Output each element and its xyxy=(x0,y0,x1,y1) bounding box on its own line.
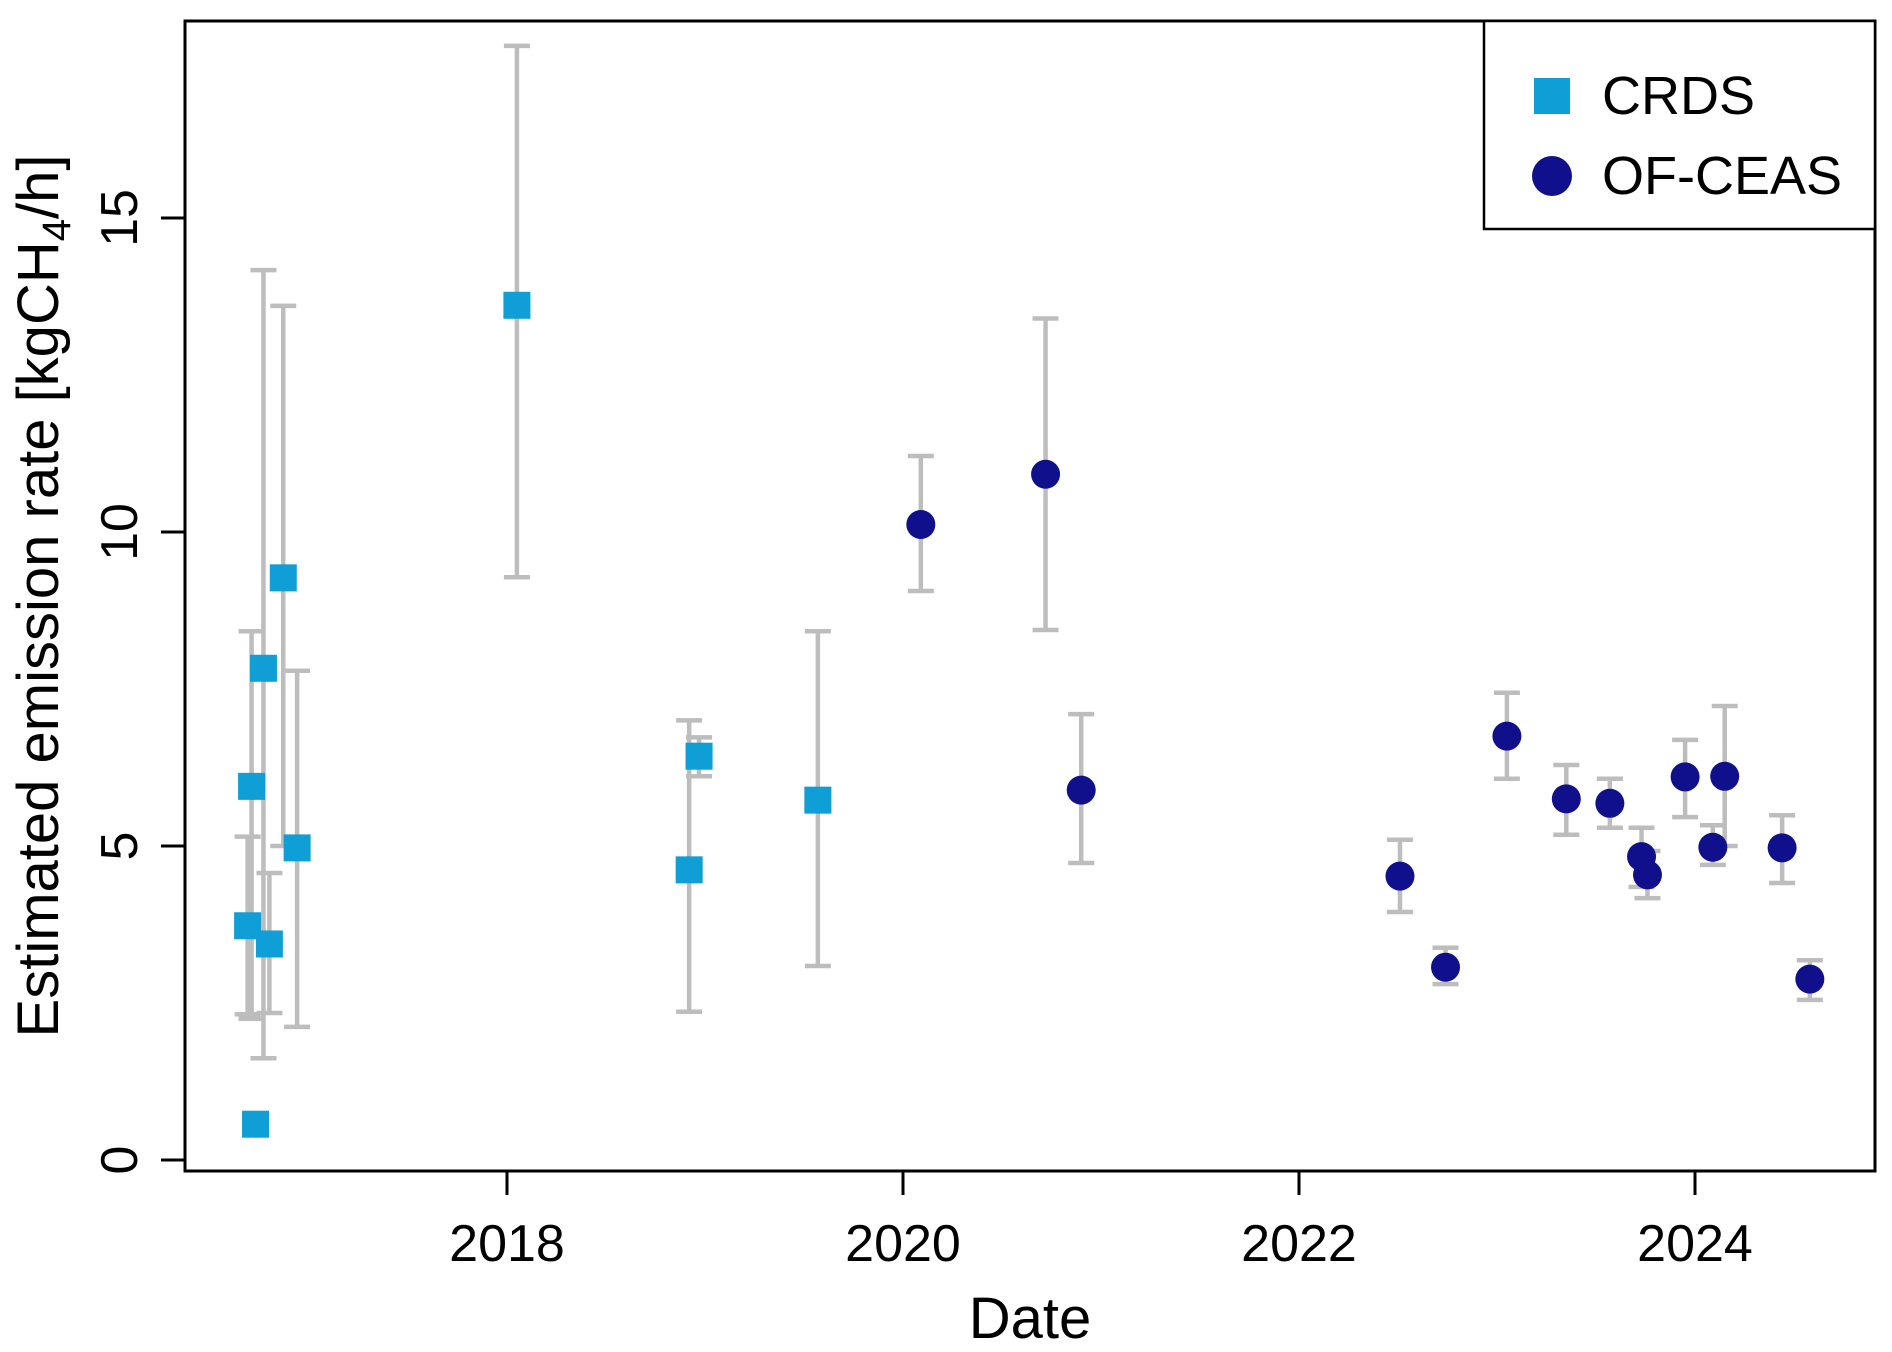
y-axis-tick-label: 10 xyxy=(91,503,149,561)
ofceas-marker xyxy=(1698,832,1728,862)
crds-marker xyxy=(685,742,713,770)
crds-marker xyxy=(675,856,703,884)
crds-marker xyxy=(503,291,531,319)
plot-border xyxy=(183,19,1877,1173)
crds-marker xyxy=(238,772,266,800)
legend-marker-crds xyxy=(1534,78,1570,114)
ofceas-marker xyxy=(1385,861,1415,891)
ofceas-marker xyxy=(1431,952,1461,982)
legend-marker-ofceas xyxy=(1532,156,1572,196)
ofceas-marker xyxy=(1066,775,1096,805)
ofceas-marker xyxy=(1767,833,1797,863)
crds-marker xyxy=(804,786,832,814)
ofceas-marker xyxy=(1551,784,1581,814)
error-bar xyxy=(238,628,265,1021)
ofceas-marker xyxy=(1710,761,1740,791)
crds-marker xyxy=(283,834,311,862)
crds-marker xyxy=(255,930,283,958)
legend-label-of-ceas: OF-CEAS xyxy=(1602,146,1842,206)
crds-marker xyxy=(269,564,297,592)
y-axis-tick-label: 5 xyxy=(91,832,149,861)
x-axis-tick-label: 2018 xyxy=(449,1215,565,1273)
ofceas-marker xyxy=(1795,964,1825,994)
x-axis-tick-label: 2022 xyxy=(1241,1215,1357,1273)
y-axis-tick-label: 0 xyxy=(91,1146,149,1175)
x-axis-tick-label: 2024 xyxy=(1637,1215,1753,1273)
ofceas-marker xyxy=(1670,762,1700,792)
x-axis-title: Date xyxy=(969,1286,1092,1351)
ofceas-marker xyxy=(1632,860,1662,890)
y-axis-title: Estimated emission rate [kgCH4/h] xyxy=(6,155,79,1038)
ofceas-marker xyxy=(1595,788,1625,818)
ofceas-marker xyxy=(906,509,936,539)
x-axis-tick-label: 2020 xyxy=(845,1215,961,1273)
legend-label-crds: CRDS xyxy=(1602,66,1755,126)
crds-marker xyxy=(249,654,277,682)
y-axis-tick-label: 15 xyxy=(91,189,149,247)
ofceas-marker xyxy=(1492,721,1522,751)
ofceas-marker xyxy=(1031,459,1061,489)
crds-marker xyxy=(242,1110,270,1138)
